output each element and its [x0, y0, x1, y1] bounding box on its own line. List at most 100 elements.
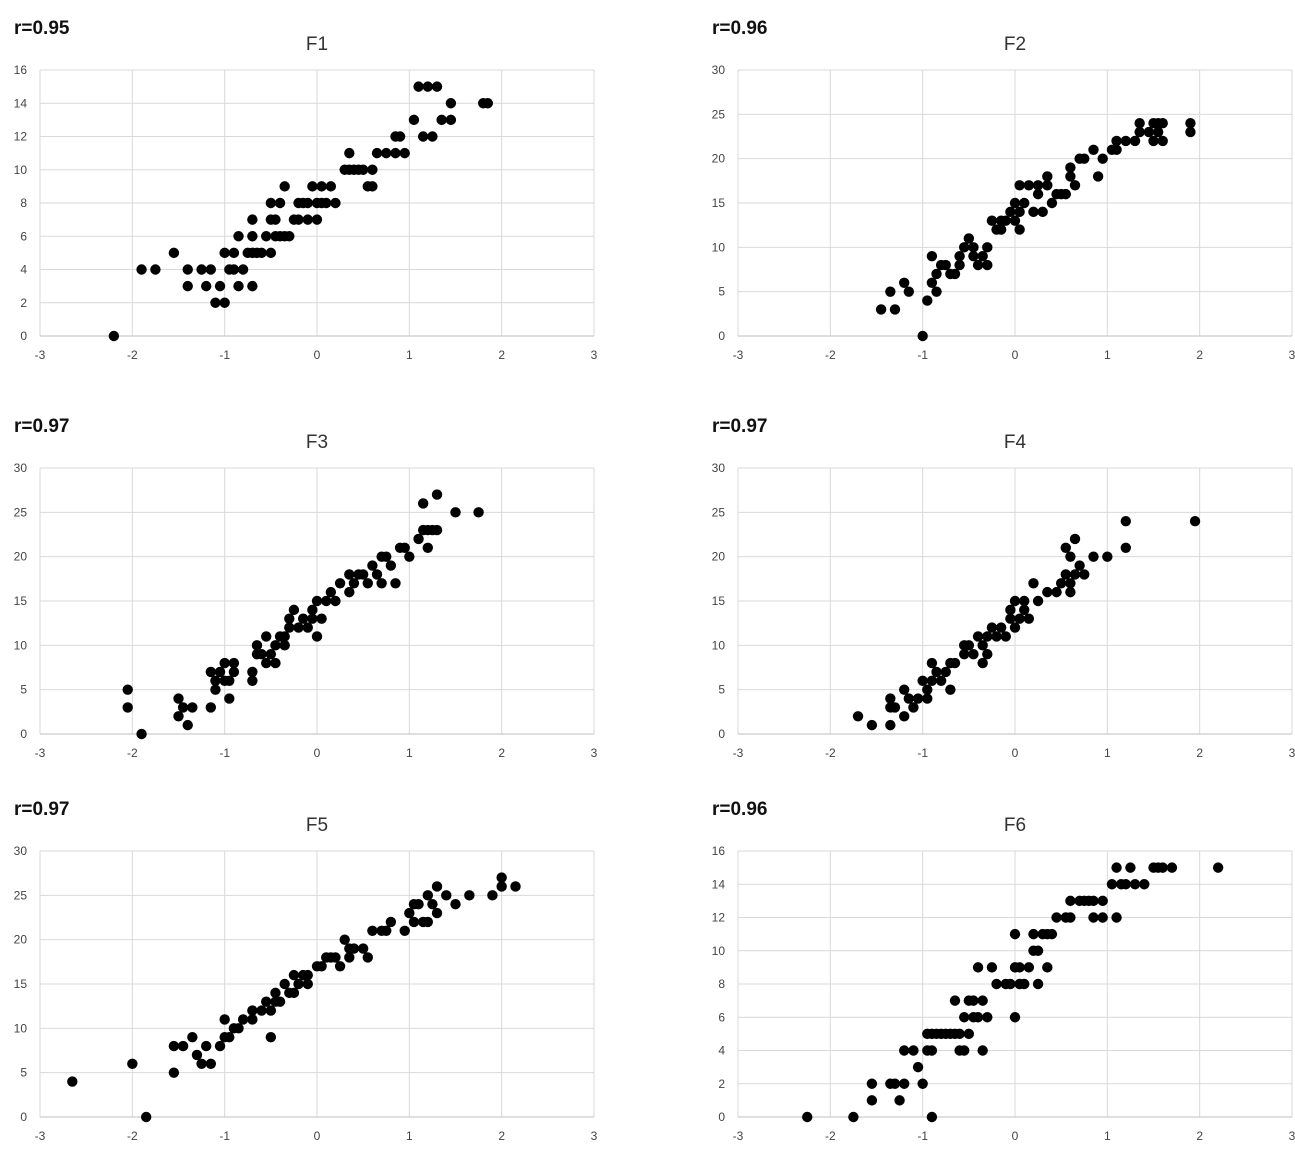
data-point — [922, 684, 933, 695]
data-point — [390, 147, 401, 159]
correlation-label: r=0.95 — [14, 18, 70, 39]
data-point — [417, 131, 429, 142]
data-point — [1120, 135, 1131, 147]
data-point — [261, 657, 272, 669]
data-point — [224, 693, 235, 704]
data-point — [219, 247, 230, 259]
y-tick-label: 2 — [718, 1077, 725, 1091]
data-point — [302, 969, 313, 981]
data-point — [1046, 928, 1058, 940]
data-point — [399, 542, 410, 553]
x-tick-label: 3 — [591, 1129, 598, 1143]
data-point — [1014, 180, 1025, 191]
data-point — [228, 247, 240, 259]
data-point — [247, 214, 258, 225]
data-point — [899, 711, 910, 722]
data-point — [122, 684, 133, 695]
data-point — [237, 1014, 249, 1025]
x-tick-label: -1 — [219, 1129, 230, 1143]
data-point — [1129, 135, 1141, 147]
data-point — [986, 215, 998, 226]
x-tick-label: 3 — [1289, 348, 1295, 362]
data-point — [926, 1111, 938, 1123]
data-point — [307, 604, 318, 616]
data-point — [1139, 879, 1150, 890]
data-point — [1134, 126, 1145, 138]
data-point — [1060, 188, 1071, 200]
data-point — [205, 1058, 217, 1069]
data-point — [972, 259, 984, 271]
data-point — [1143, 126, 1155, 138]
data-point — [367, 560, 378, 571]
data-point — [357, 164, 369, 175]
data-point — [205, 702, 217, 713]
data-point — [1028, 578, 1039, 589]
data-point — [136, 728, 147, 740]
data-point — [385, 560, 397, 571]
data-point — [1032, 945, 1044, 956]
data-point — [1051, 586, 1062, 598]
data-point — [1005, 604, 1016, 616]
data-point — [214, 666, 226, 678]
data-point — [931, 286, 942, 297]
data-point — [1042, 171, 1053, 182]
x-tick-label: 1 — [1104, 746, 1111, 760]
data-point — [168, 1067, 180, 1078]
x-tick-label: 2 — [1196, 746, 1203, 760]
data-point — [422, 890, 433, 901]
x-tick-label: -2 — [127, 746, 138, 760]
x-tick-label: 0 — [314, 1129, 321, 1143]
y-tick-label: 0 — [20, 727, 27, 741]
data-point — [431, 524, 443, 536]
data-point — [1111, 862, 1122, 873]
data-point — [1042, 180, 1053, 191]
data-point — [1009, 215, 1021, 226]
data-point — [371, 147, 383, 159]
data-point — [1106, 879, 1118, 890]
data-point — [922, 295, 933, 306]
data-point — [1097, 912, 1108, 923]
data-point — [464, 890, 475, 901]
data-point — [1185, 126, 1196, 138]
data-point — [1023, 180, 1035, 191]
x-tick-label: 1 — [406, 746, 413, 760]
y-tick-label: 25 — [712, 107, 726, 121]
data-point — [1134, 118, 1145, 129]
x-tick-label: -3 — [733, 746, 744, 760]
data-point — [1185, 118, 1196, 129]
scatter-chart-4: r=0.97 F4 0 5 10 15 20 25 30 -3 -2 -1 0 1 2 3 — [712, 416, 1295, 760]
x-tick-label: -2 — [825, 1129, 836, 1143]
x-tick-label: -1 — [917, 1129, 928, 1143]
data-point — [247, 280, 258, 292]
data-point — [912, 1061, 924, 1073]
chart-panel-4: r=0.97 F4 0 5 10 15 20 25 30 -3 -2 -1 0 1 2 3 — [698, 410, 1295, 762]
data-point — [852, 711, 864, 722]
data-point — [885, 693, 896, 704]
chart-title: F6 — [1004, 815, 1026, 836]
scatter-chart-5: r=0.97 F5 0 5 10 15 20 25 30 -3 -2 -1 0 1 2 3 — [14, 799, 598, 1143]
data-point — [201, 1040, 212, 1052]
data-point — [917, 675, 928, 686]
x-tick-label: 2 — [498, 1129, 505, 1143]
y-tick-label: 30 — [14, 461, 28, 475]
data-point — [293, 214, 304, 225]
x-tick-label: 2 — [1196, 1129, 1203, 1143]
data-point — [330, 595, 341, 607]
data-point — [1000, 215, 1011, 226]
scatter-chart-2: r=0.96 F2 0 5 10 15 20 25 30 -3 -2 -1 0 1 2 3 — [712, 18, 1295, 362]
scatter-chart-3: r=0.97 F3 0 5 10 15 20 25 30 -3 -2 -1 0 1 2 3 — [14, 416, 598, 760]
data-point — [1111, 135, 1122, 147]
data-point — [247, 675, 258, 686]
data-point — [219, 1014, 230, 1025]
data-point — [307, 181, 318, 192]
data-point — [256, 649, 267, 660]
data-point — [422, 542, 433, 553]
data-point — [284, 613, 295, 624]
data-point — [302, 622, 313, 633]
chart-panel-1: r=0.95 F1 0 2 4 6 8 10 12 14 16 -3 -2 -1 0 1 2 3 — [0, 12, 598, 364]
data-point — [968, 242, 979, 253]
data-point — [1065, 912, 1076, 923]
y-tick-label: 5 — [20, 683, 27, 697]
data-point — [991, 631, 1002, 642]
